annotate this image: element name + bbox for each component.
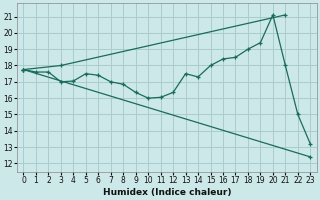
X-axis label: Humidex (Indice chaleur): Humidex (Indice chaleur) — [103, 188, 231, 197]
